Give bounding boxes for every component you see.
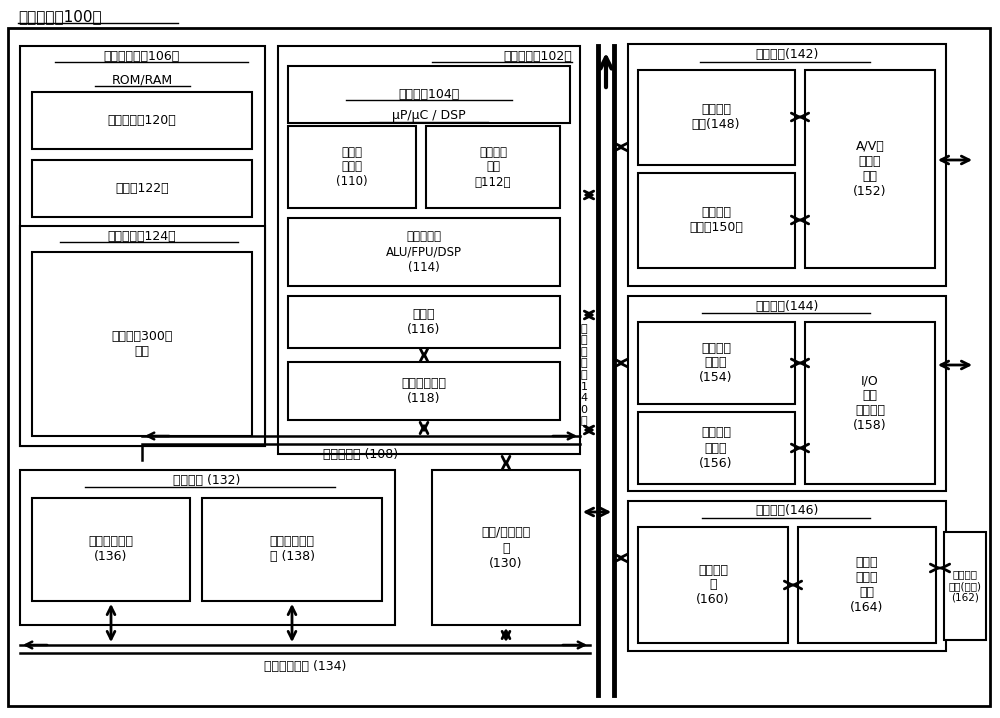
Text: 外围接口(144): 外围接口(144) bbox=[755, 299, 819, 312]
FancyBboxPatch shape bbox=[805, 322, 935, 484]
Text: μP/μC / DSP: μP/μC / DSP bbox=[392, 110, 466, 123]
Text: 其他计算
设备(多个)
(162): 其他计算 设备(多个) (162) bbox=[948, 569, 982, 602]
FancyBboxPatch shape bbox=[426, 126, 560, 208]
FancyBboxPatch shape bbox=[288, 66, 570, 123]
Text: ROM/RAM: ROM/RAM bbox=[111, 73, 173, 86]
FancyBboxPatch shape bbox=[32, 160, 252, 217]
FancyBboxPatch shape bbox=[278, 46, 580, 454]
Text: 存储器总线 (108): 存储器总线 (108) bbox=[323, 447, 399, 460]
FancyBboxPatch shape bbox=[638, 322, 795, 404]
FancyBboxPatch shape bbox=[32, 498, 190, 601]
Text: 不可移除储存
器 (138): 不可移除储存 器 (138) bbox=[270, 535, 314, 563]
Text: 储存接口总线 (134): 储存接口总线 (134) bbox=[264, 660, 346, 673]
Text: 串行接口
控制器
(154): 串行接口 控制器 (154) bbox=[699, 342, 733, 385]
Text: 接
口
总
线
（
1
4
0
）: 接 口 总 线 （ 1 4 0 ） bbox=[580, 324, 588, 426]
FancyBboxPatch shape bbox=[288, 126, 416, 208]
Text: 通信端
口（多
个）
(164): 通信端 口（多 个） (164) bbox=[850, 556, 884, 614]
Text: 通信设备(146): 通信设备(146) bbox=[755, 505, 819, 518]
FancyBboxPatch shape bbox=[32, 252, 252, 436]
Text: 处理器核心
ALU/FPU/DSP
(114): 处理器核心 ALU/FPU/DSP (114) bbox=[386, 230, 462, 274]
FancyBboxPatch shape bbox=[805, 70, 935, 268]
FancyBboxPatch shape bbox=[628, 296, 946, 491]
FancyBboxPatch shape bbox=[798, 527, 936, 643]
Text: 可移除储存器
(136): 可移除储存器 (136) bbox=[88, 535, 134, 563]
Text: 计算设备（100）: 计算设备（100） bbox=[18, 9, 102, 24]
Text: 系统存储器（106）: 系统存储器（106） bbox=[104, 50, 180, 62]
FancyBboxPatch shape bbox=[20, 46, 265, 446]
FancyBboxPatch shape bbox=[628, 501, 946, 651]
Text: 执行方法300的
指令: 执行方法300的 指令 bbox=[111, 330, 173, 358]
Text: 程序数据（124）: 程序数据（124） bbox=[108, 230, 176, 243]
FancyBboxPatch shape bbox=[628, 44, 946, 286]
Text: 音频处理
单元（150）: 音频处理 单元（150） bbox=[689, 206, 743, 234]
FancyBboxPatch shape bbox=[432, 470, 580, 625]
Text: 并行接口
控制器
(156): 并行接口 控制器 (156) bbox=[699, 426, 733, 470]
Text: 储存设备 (132): 储存设备 (132) bbox=[173, 473, 241, 487]
Text: 一级高
速缓存
(110): 一级高 速缓存 (110) bbox=[336, 146, 368, 189]
Text: 操作系统（120）: 操作系统（120） bbox=[108, 113, 176, 126]
FancyBboxPatch shape bbox=[32, 92, 252, 149]
FancyBboxPatch shape bbox=[20, 470, 395, 625]
Text: 图像处理
单元(148): 图像处理 单元(148) bbox=[692, 103, 740, 131]
FancyBboxPatch shape bbox=[288, 362, 560, 420]
Text: 总线/接口控制
器
(130): 总线/接口控制 器 (130) bbox=[481, 526, 531, 569]
Text: A/V端
口（多
个）
(152): A/V端 口（多 个） (152) bbox=[853, 140, 887, 198]
FancyBboxPatch shape bbox=[288, 296, 560, 348]
Text: 二级高速
缓存
（112）: 二级高速 缓存 （112） bbox=[475, 146, 511, 189]
FancyBboxPatch shape bbox=[202, 498, 382, 601]
FancyBboxPatch shape bbox=[638, 412, 795, 484]
FancyBboxPatch shape bbox=[944, 532, 986, 640]
FancyBboxPatch shape bbox=[8, 28, 990, 706]
Text: 网络控制
器
(160): 网络控制 器 (160) bbox=[696, 564, 730, 607]
FancyBboxPatch shape bbox=[20, 226, 265, 446]
FancyBboxPatch shape bbox=[638, 527, 788, 643]
Text: 基本配置（102）: 基本配置（102） bbox=[503, 50, 572, 62]
Text: 存储器控制器
(118): 存储器控制器 (118) bbox=[402, 377, 446, 405]
FancyBboxPatch shape bbox=[638, 70, 795, 165]
Text: I/O
端口
（多个）
(158): I/O 端口 （多个） (158) bbox=[853, 374, 887, 432]
Text: 寄存器
(116): 寄存器 (116) bbox=[407, 308, 441, 336]
FancyBboxPatch shape bbox=[288, 218, 560, 286]
Text: 输出设备(142): 输出设备(142) bbox=[755, 49, 819, 62]
FancyBboxPatch shape bbox=[638, 173, 795, 268]
Text: 应用（122）: 应用（122） bbox=[115, 182, 169, 195]
Text: 处理器（104）: 处理器（104） bbox=[398, 88, 460, 101]
